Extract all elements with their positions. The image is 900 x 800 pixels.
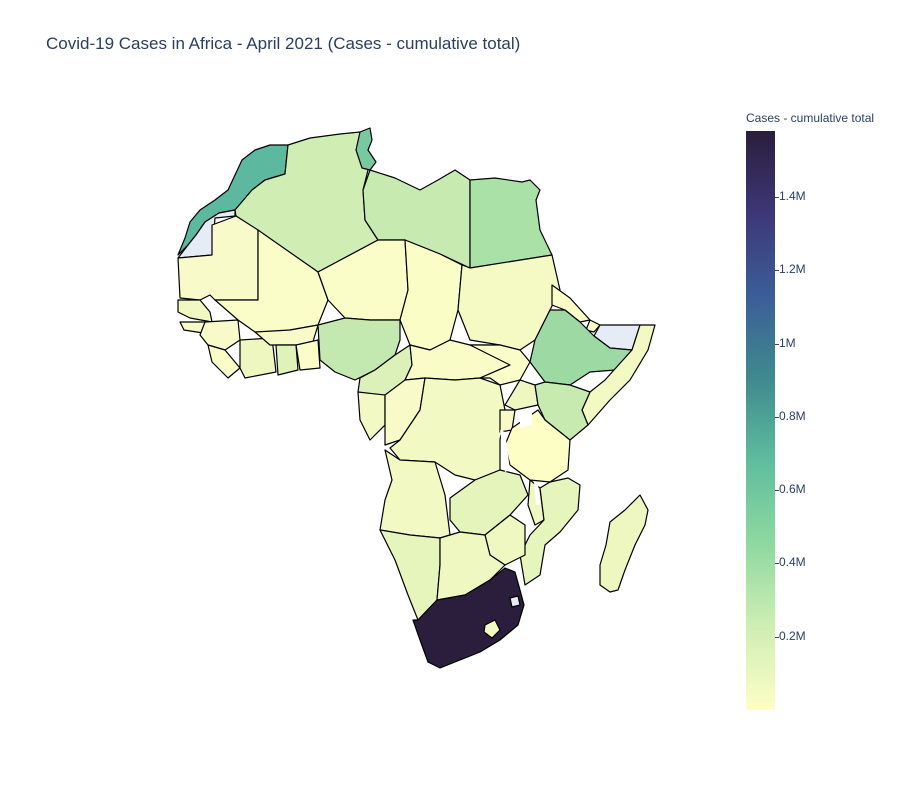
lake-victoria <box>520 408 532 428</box>
colorbar-tickmark <box>775 343 779 345</box>
colorbar-tick-label: 1.2M <box>779 262 806 277</box>
region-senegal <box>177 299 213 323</box>
region-guinea <box>199 319 241 351</box>
region-liberia <box>207 344 241 379</box>
region-zambia <box>449 469 529 536</box>
region-madagascar <box>599 494 649 593</box>
colorbar-tick-label: 1.4M <box>779 188 806 203</box>
lake-malawi <box>534 482 540 505</box>
region-south-sudan <box>469 344 531 386</box>
region-eswatini <box>509 595 521 608</box>
lake-tanganyika <box>500 430 510 472</box>
colorbar-tick-label: 0.4M <box>779 555 806 570</box>
region-lesotho <box>483 619 501 639</box>
region-gabon <box>357 391 386 441</box>
chart-title: Covid-19 Cases in Africa - April 2021 (C… <box>46 34 521 53</box>
region-djibouti <box>585 319 601 333</box>
region-south-africa <box>412 567 525 669</box>
colorbar-tickmark <box>775 636 779 638</box>
region-benin <box>295 339 321 371</box>
colorbar-tick-label: 0.6M <box>779 482 806 497</box>
colorbar-tick-label: 0.2M <box>779 628 806 643</box>
colorbar-tickmark <box>775 270 779 272</box>
region-uganda <box>504 379 539 411</box>
region-ghana <box>275 344 299 376</box>
colorbar-tickmark <box>775 563 779 565</box>
region-egypt <box>469 177 553 269</box>
colorbar-tick-label: 0.8M <box>779 408 806 423</box>
colorbar-tick-label: 1M <box>779 335 796 350</box>
colorbar-title: Cases - cumulative total <box>746 111 875 125</box>
colorbar-tickmark <box>775 196 779 198</box>
region-kenya <box>534 381 591 441</box>
region-mauritania <box>177 215 259 301</box>
region-botswana <box>436 531 506 601</box>
region-mozambique <box>519 477 581 586</box>
region-tunisia <box>355 127 377 171</box>
colorbar-tickmark <box>775 416 779 418</box>
colorbar <box>746 131 775 710</box>
colorbar-tickmark <box>775 490 779 492</box>
